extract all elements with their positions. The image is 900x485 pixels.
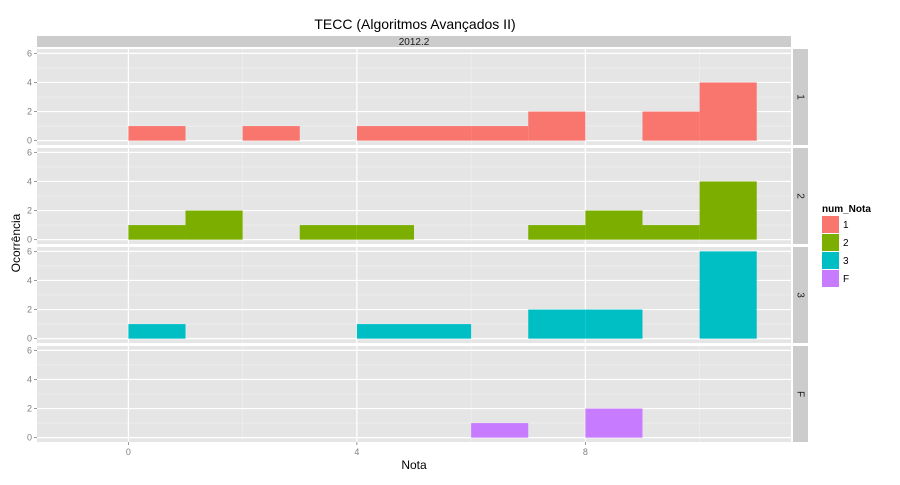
histogram-bar: [528, 225, 586, 240]
y-tick-label: 6: [27, 48, 32, 58]
histogram-bar: [185, 210, 243, 240]
histogram-bar: [528, 309, 586, 339]
row-strip: [793, 148, 808, 244]
histogram-bar: [414, 324, 472, 339]
row-strip-label: F: [795, 391, 806, 397]
facet-panel-1: 0 2 4 6 1: [27, 48, 808, 146]
histogram-bar: [414, 126, 472, 141]
legend-label: 3: [843, 256, 849, 267]
row-strip-label: 2: [795, 193, 806, 199]
histogram-bar: [585, 210, 643, 240]
column-strip-label: 2012.2: [399, 37, 430, 48]
y-tick-label: 6: [27, 246, 32, 256]
histogram-bar: [699, 82, 757, 141]
legend-swatch: [822, 234, 839, 251]
row-strip: [793, 346, 808, 442]
legend-label: 1: [843, 220, 849, 231]
histogram-bar: [356, 225, 414, 240]
chart-title: TECC (Algoritmos Avançados II): [314, 16, 515, 32]
y-tick-label: 4: [27, 77, 32, 87]
histogram-bar: [128, 324, 186, 339]
histogram-bar: [585, 309, 643, 339]
x-tick-label: 8: [583, 447, 588, 457]
histogram-bar: [528, 111, 586, 141]
x-tick-label: 0: [126, 447, 131, 457]
x-axis-title: Nota: [401, 458, 427, 472]
histogram-bar: [242, 126, 300, 141]
y-tick-label: 6: [27, 345, 32, 355]
y-tick-label: 2: [27, 305, 32, 315]
legend: num_Nota 1 2 3 F: [822, 204, 871, 287]
legend-swatch: [822, 216, 839, 233]
y-tick-label: 4: [27, 374, 32, 384]
legend-swatch: [822, 252, 839, 269]
column-strip: [37, 36, 791, 47]
legend-label: F: [843, 274, 849, 285]
histogram-bar: [471, 126, 529, 141]
facet-panel-F: 0 2 4 6 F: [27, 345, 808, 443]
facet-panel-3: 0 2 4 6 3: [27, 246, 808, 344]
y-tick-label: 2: [27, 404, 32, 414]
histogram-bar: [299, 225, 357, 240]
y-tick-label: 4: [27, 275, 32, 285]
histogram-bar: [128, 225, 186, 240]
facet-panels: 0 2 4 6 1 0 2 4 6 2 0 2 4 6 3 0 2 4 6 F 0 4 8: [27, 48, 808, 457]
histogram-bar: [642, 111, 700, 141]
y-axis-title: Ocorrência: [9, 213, 23, 272]
legend-swatch: [822, 270, 839, 287]
y-tick-label: 0: [27, 433, 32, 443]
histogram-bar: [699, 251, 757, 339]
y-tick-label: 0: [27, 136, 32, 146]
y-tick-label: 4: [27, 176, 32, 186]
legend-title: num_Nota: [822, 204, 871, 215]
y-tick-label: 0: [27, 334, 32, 344]
y-tick-label: 6: [27, 147, 32, 157]
y-tick-label: 2: [27, 107, 32, 117]
facet-panel-2: 0 2 4 6 2: [27, 147, 808, 245]
histogram-bar: [642, 225, 700, 240]
histogram-bar: [356, 126, 414, 141]
row-strip: [793, 247, 808, 343]
histogram-bar: [128, 126, 186, 141]
y-tick-label: 0: [27, 235, 32, 245]
histogram-bar: [699, 181, 757, 240]
histogram-bar: [585, 408, 643, 438]
row-strip: [793, 49, 808, 145]
row-strip-label: 3: [795, 292, 806, 298]
y-tick-label: 2: [27, 206, 32, 216]
histogram-bar: [356, 324, 414, 339]
x-tick-label: 4: [354, 447, 359, 457]
row-strip-label: 1: [795, 94, 806, 100]
legend-label: 2: [843, 238, 849, 249]
histogram-bar: [471, 423, 529, 438]
